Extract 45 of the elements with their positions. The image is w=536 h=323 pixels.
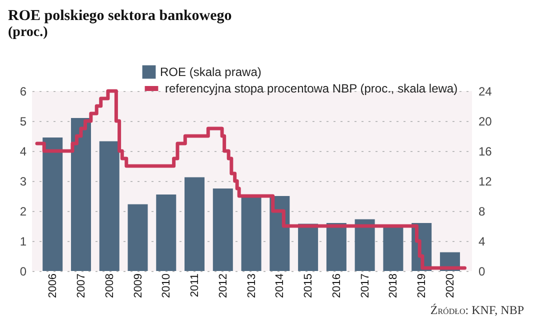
y-tick-label: 4 — [20, 144, 27, 158]
x-tick-label: 2012 — [217, 274, 230, 298]
y-tick-label: 2 — [20, 204, 27, 218]
y2-tick-label: 20 — [478, 114, 492, 128]
chart-subtitle: (proc.) — [8, 25, 48, 40]
x-tick-label: 2006 — [47, 274, 60, 298]
x-tick-label: 2010 — [160, 274, 173, 298]
bar — [298, 224, 318, 271]
x-tick-label: 2014 — [274, 274, 286, 298]
y-tick-label: 0 — [20, 264, 27, 278]
y-tick-label: 5 — [20, 114, 27, 128]
x-tick-label: 2020 — [444, 274, 456, 298]
y-tick-label: 6 — [20, 84, 27, 98]
bar — [354, 219, 375, 271]
bar — [184, 177, 205, 271]
legend-label: referencyjna stopa procentowa NBP (proc., skala lewa) — [165, 82, 458, 96]
bar — [156, 194, 176, 271]
bar — [42, 138, 63, 271]
y-tick-label: 3 — [20, 174, 27, 188]
x-tick-label: 2007 — [75, 274, 88, 298]
y2-tick-label: 24 — [478, 84, 492, 98]
text: Źródło: KNF, NBP — [430, 303, 524, 318]
y2-tick-label: 12 — [478, 174, 492, 188]
x-tick-label: 2016 — [330, 274, 343, 298]
x-tick-label: 2018 — [388, 274, 400, 298]
y2-tick-label: 0 — [478, 264, 486, 278]
x-tick-label: 2013 — [246, 274, 258, 298]
bar — [128, 204, 148, 271]
bar — [70, 118, 91, 271]
y2-tick-label: 8 — [478, 204, 486, 218]
bar — [212, 188, 233, 271]
bar — [326, 223, 346, 271]
y2-tick-label: 4 — [478, 234, 486, 248]
y2-tick-label: 16 — [478, 144, 492, 158]
bar — [241, 198, 262, 271]
x-tick-label: 2019 — [416, 274, 428, 298]
x-tick-label: 2011 — [189, 274, 202, 298]
bar — [99, 141, 120, 271]
y-tick-label: 1 — [20, 234, 27, 248]
x-tick-label: 2015 — [302, 274, 315, 298]
x-tick-label: 2017 — [359, 274, 372, 298]
legend-label: ROE (skala prawa) — [160, 65, 262, 79]
x-tick-label: 2008 — [104, 274, 116, 298]
x-tick-label: 2009 — [132, 274, 144, 298]
chart-title: ROE polskiego sektora bankowego — [8, 8, 232, 24]
